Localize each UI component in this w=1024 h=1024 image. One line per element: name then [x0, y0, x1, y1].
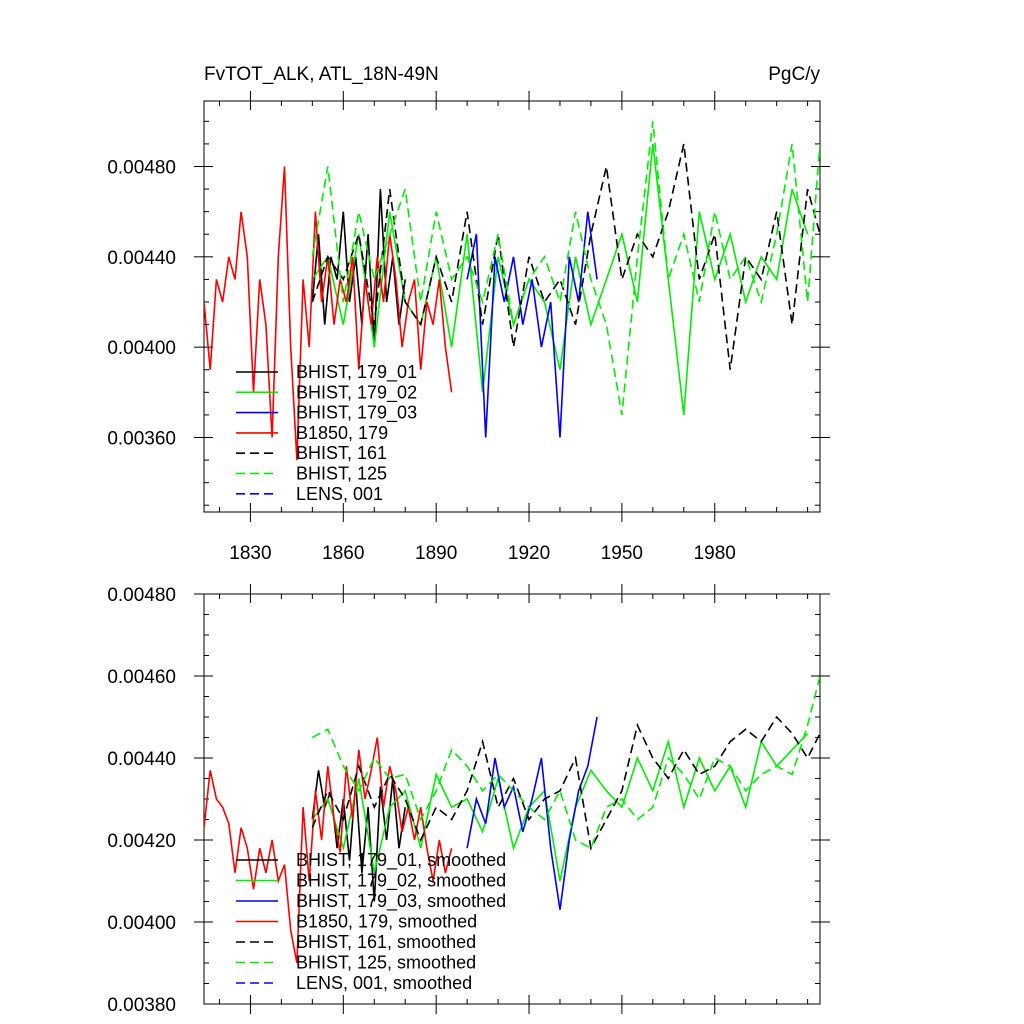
- y-tick-label: 0.00400: [107, 913, 176, 934]
- legend-label: BHIST, 125: [296, 464, 387, 484]
- series-group: [204, 121, 820, 461]
- x-tick-label: 1830: [229, 543, 271, 564]
- x-tick-label: 1860: [322, 543, 364, 564]
- series-line-4: [311, 143, 820, 370]
- series-line-1: [311, 732, 809, 882]
- units-label: PgC/y: [768, 64, 820, 85]
- x-tick-label: 1890: [415, 543, 457, 564]
- y-tick-label: 0.00360: [107, 428, 176, 449]
- legend-label: BHIST, 179_03, smoothed: [296, 891, 506, 912]
- y-tick-label: 0.00460: [107, 667, 176, 688]
- legend-label: LENS, 001, smoothed: [296, 973, 472, 993]
- bottom-panel: 0.00380 0.00400 0.00420 0.00440 0.00460 0.004…: [107, 584, 830, 1016]
- y-tick-label: 0.00440: [107, 248, 176, 269]
- legend-label: BHIST, 179_02, smoothed: [296, 871, 506, 892]
- series-line-5: [311, 675, 820, 850]
- legend-label: LENS, 001: [296, 484, 383, 504]
- x-tick-label: 1980: [694, 543, 736, 564]
- legend-label: BHIST, 161, smoothed: [296, 932, 476, 952]
- y-tick-label: 0.00440: [107, 749, 176, 770]
- x-tick-label: 1920: [508, 543, 550, 564]
- series-line-0: [311, 189, 406, 348]
- series-line-1: [311, 143, 809, 415]
- series-line-2: [466, 211, 598, 438]
- x-tick-label: 1950: [601, 543, 643, 564]
- top-panel: 1830 1860 1890 1920 1950 1980 0.00360 0.00400 0.…: [107, 64, 830, 564]
- legend-label: B1850, 179: [296, 423, 388, 443]
- series-group: [204, 675, 820, 964]
- y-tick-label: 0.00400: [107, 338, 176, 359]
- y-tick-label: 0.00380: [107, 995, 176, 1016]
- legend-label: BHIST, 179_01: [296, 362, 417, 383]
- series-line-3: [204, 737, 453, 964]
- legend-label: BHIST, 179_02: [296, 382, 417, 403]
- legend-label: BHIST, 125, smoothed: [296, 953, 476, 973]
- legend-label: BHIST, 179_03: [296, 403, 417, 424]
- y-tick-label: 0.00420: [107, 831, 176, 852]
- series-line-5: [311, 121, 820, 416]
- legend-label: BHIST, 161: [296, 443, 387, 463]
- y-tick-label: 0.00480: [107, 157, 176, 178]
- series-line-2: [466, 716, 598, 910]
- legend-label: B1850, 179, smoothed: [296, 912, 477, 932]
- legend-label: BHIST, 179_01, smoothed: [296, 850, 506, 871]
- chart-title: FvTOT_ALK, ATL_18N-49N: [204, 64, 439, 85]
- y-tick-label: 0.00480: [107, 585, 176, 606]
